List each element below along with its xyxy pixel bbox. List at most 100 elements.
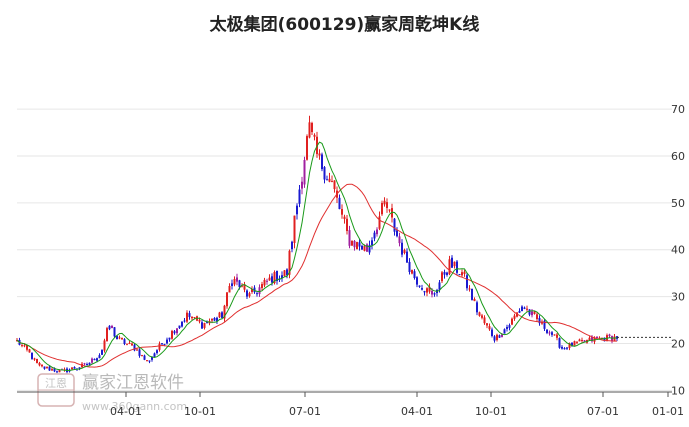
candle-body bbox=[176, 328, 178, 334]
candle-body bbox=[446, 272, 448, 275]
candle-body bbox=[573, 341, 576, 346]
candle-body bbox=[296, 205, 298, 215]
candle-body bbox=[563, 348, 566, 350]
candle-body bbox=[118, 337, 121, 339]
candle-body bbox=[163, 343, 166, 345]
y-tick-label: 40 bbox=[671, 244, 685, 257]
candle-body bbox=[421, 288, 423, 290]
candle-body bbox=[58, 369, 61, 373]
candle-body bbox=[578, 339, 581, 342]
candle-body bbox=[38, 362, 41, 366]
candle-body bbox=[291, 241, 293, 250]
candle-body bbox=[223, 305, 226, 319]
candle-body bbox=[531, 311, 533, 316]
candle-body bbox=[406, 251, 408, 263]
candle-body bbox=[571, 342, 573, 347]
candle-body bbox=[131, 343, 133, 346]
candle-body bbox=[376, 229, 378, 235]
candle-body bbox=[366, 244, 368, 252]
candle-body bbox=[488, 326, 491, 330]
candle-body bbox=[271, 276, 273, 283]
candle-body bbox=[136, 349, 138, 351]
candle-body bbox=[341, 209, 343, 215]
candle-body bbox=[413, 271, 416, 279]
x-tick-label: 04-01 bbox=[110, 405, 142, 418]
candle-body bbox=[41, 364, 43, 367]
candle-body bbox=[268, 277, 271, 281]
candle-body bbox=[216, 317, 218, 322]
candle-body bbox=[583, 340, 586, 342]
candle-body bbox=[486, 323, 488, 326]
candle-body bbox=[48, 366, 51, 371]
candle-body bbox=[388, 209, 391, 211]
candle-body bbox=[56, 371, 58, 373]
candle-body bbox=[478, 312, 481, 316]
candle-body bbox=[401, 242, 403, 255]
candle-body bbox=[556, 334, 558, 338]
candle-body bbox=[481, 315, 483, 318]
watermark-text: 赢家江恩软件 bbox=[82, 373, 184, 393]
candle-body bbox=[526, 308, 528, 310]
candle-body bbox=[211, 318, 213, 321]
chart-title: 太极集团(600129)赢家周乾坤K线 bbox=[209, 15, 480, 35]
x-tick-label: 10-01 bbox=[475, 405, 507, 418]
candle-body bbox=[186, 312, 188, 322]
candle-body bbox=[28, 349, 31, 353]
candle-body bbox=[71, 367, 73, 370]
candle-body bbox=[301, 181, 303, 189]
candle-body bbox=[236, 277, 238, 282]
candle-body bbox=[151, 356, 153, 360]
candle-body bbox=[198, 319, 201, 322]
candle-body bbox=[353, 240, 356, 248]
watermark-url: www.360gann.com bbox=[82, 400, 187, 413]
candle-body bbox=[466, 275, 468, 289]
x-tick-label: 07-01 bbox=[587, 405, 619, 418]
candle-body bbox=[318, 153, 321, 156]
candle-body bbox=[26, 344, 28, 350]
candle-body bbox=[393, 218, 396, 232]
candle-body bbox=[311, 123, 313, 133]
candle-body bbox=[498, 335, 501, 338]
candle-body bbox=[156, 350, 158, 354]
candle-body bbox=[183, 320, 186, 322]
candle-body bbox=[288, 250, 291, 275]
y-tick-label: 60 bbox=[671, 150, 685, 163]
candle-body bbox=[443, 271, 446, 275]
candle-body bbox=[306, 136, 308, 160]
y-axis: 10 20 30 40 50 60 70 bbox=[671, 103, 685, 397]
candle-body bbox=[596, 336, 598, 339]
candle-body bbox=[121, 337, 123, 340]
candle-body bbox=[361, 245, 363, 250]
watermark: 江恩 赢家江恩软件 www.360gann.com bbox=[37, 373, 187, 413]
x-tick-label: 10-01 bbox=[184, 405, 216, 418]
candle-body bbox=[308, 122, 311, 138]
candle-body bbox=[576, 341, 578, 343]
candle-body bbox=[408, 261, 411, 272]
candle-body bbox=[438, 282, 441, 290]
y-tick-label: 30 bbox=[671, 291, 685, 304]
candle-body bbox=[403, 250, 406, 254]
candle-body bbox=[161, 343, 163, 345]
candle-body bbox=[128, 342, 131, 344]
candle-body bbox=[173, 331, 176, 334]
candle-body bbox=[248, 293, 251, 297]
candle-body bbox=[53, 368, 56, 372]
candle-body bbox=[456, 261, 458, 273]
candle-body bbox=[423, 291, 426, 293]
candle-body bbox=[283, 270, 286, 277]
candle-body bbox=[613, 336, 616, 341]
candle-body bbox=[566, 347, 568, 349]
candle-body bbox=[468, 288, 471, 290]
candle-body bbox=[46, 367, 48, 369]
candle-body bbox=[508, 325, 511, 328]
candle-body bbox=[373, 232, 376, 239]
candle-body bbox=[461, 272, 463, 276]
candle-body bbox=[293, 215, 296, 243]
candle-body bbox=[516, 312, 518, 317]
candle-body bbox=[188, 313, 191, 318]
y-tick-label: 10 bbox=[671, 384, 685, 397]
candle-body bbox=[126, 343, 128, 345]
candle-body bbox=[381, 202, 383, 215]
candle-body bbox=[103, 340, 106, 351]
candle-body bbox=[323, 167, 326, 180]
